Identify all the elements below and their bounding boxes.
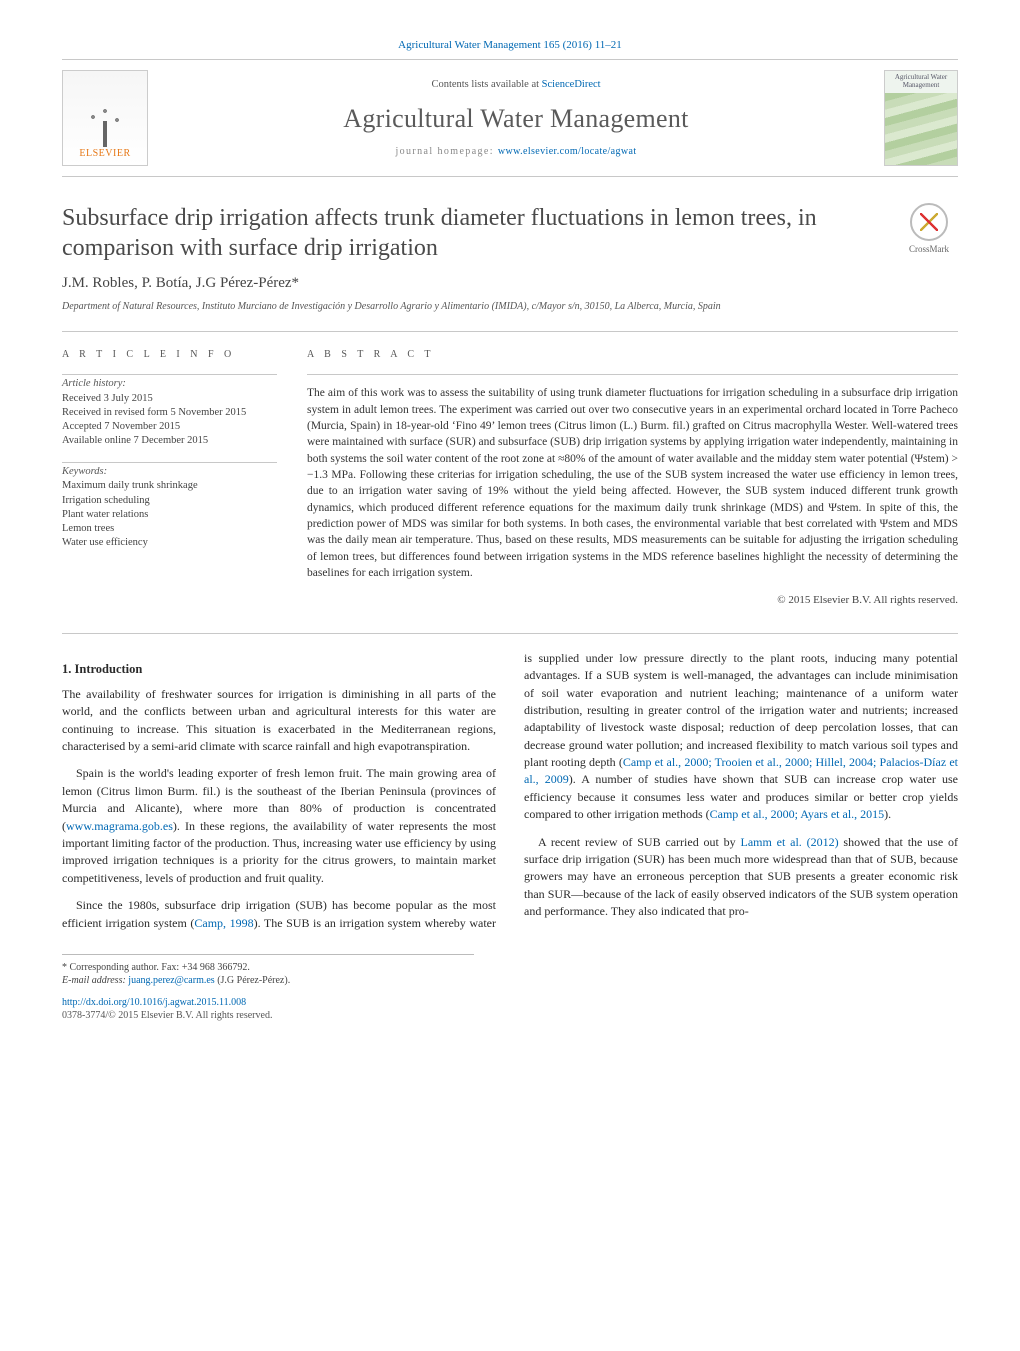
email-suffix: (J.G Pérez-Pérez).: [215, 975, 291, 986]
journal-homepage-link[interactable]: www.elsevier.com/locate/agwat: [498, 146, 637, 157]
journal-name: Agricultural Water Management: [148, 101, 884, 137]
journal-cover-thumbnail: Agricultural Water Management: [884, 70, 958, 166]
corresponding-author-line: * Corresponding author. Fax: +34 968 366…: [62, 961, 474, 975]
body-paragraph: Spain is the world's leading exporter of…: [62, 765, 496, 887]
journal-cover-art: [885, 93, 957, 166]
sciencedirect-link[interactable]: ScienceDirect: [542, 79, 601, 90]
body-paragraph: A recent review of SUB carried out by La…: [524, 834, 958, 921]
publisher-logo: ELSEVIER: [62, 70, 148, 166]
history-line: Accepted 7 November 2015: [62, 420, 277, 434]
citation-link[interactable]: Lamm et al. (2012): [741, 835, 839, 849]
article-history-label: Article history:: [62, 377, 277, 391]
keywords-label: Keywords:: [62, 465, 277, 479]
contents-prefix: Contents lists available at: [431, 79, 541, 90]
keyword: Lemon trees: [62, 522, 277, 536]
journal-homepage-line: journal homepage: www.elsevier.com/locat…: [148, 145, 884, 159]
keyword: Plant water relations: [62, 508, 277, 522]
keyword: Irrigation scheduling: [62, 494, 277, 508]
elsevier-tree-icon: [75, 87, 135, 147]
email-line: E-mail address: juang.perez@carm.es (J.G…: [62, 974, 474, 988]
homepage-prefix: journal homepage:: [395, 146, 497, 157]
magrama-link[interactable]: www.magrama.gob.es: [66, 819, 173, 833]
divider: [62, 462, 277, 463]
citation-link[interactable]: Camp et al., 2000; Ayars et al., 2015: [710, 807, 885, 821]
keyword: Water use efficiency: [62, 536, 277, 550]
divider: [62, 633, 958, 634]
article-title: Subsurface drip irrigation affects trunk…: [62, 203, 882, 263]
history-line: Received in revised form 5 November 2015: [62, 406, 277, 420]
authors-line: J.M. Robles, P. Botía, J.G Pérez-Pérez*: [62, 273, 958, 294]
article-info-heading: A R T I C L E I N F O: [62, 348, 277, 362]
history-line: Available online 7 December 2015: [62, 434, 277, 448]
abstract-text: The aim of this work was to assess the s…: [307, 385, 958, 581]
running-head-citation: Agricultural Water Management 165 (2016)…: [62, 38, 958, 53]
section-heading-introduction: 1. Introduction: [62, 660, 496, 678]
article-body: 1. Introduction The availability of fres…: [62, 650, 958, 932]
divider: [307, 374, 958, 375]
journal-cover-caption: Agricultural Water Management: [885, 71, 957, 92]
corresponding-email-link[interactable]: juang.perez@carm.es: [128, 975, 214, 986]
crossmark-label: CrossMark: [909, 243, 949, 256]
divider: [62, 374, 277, 375]
p4-a: A recent review of SUB carried out by: [538, 835, 741, 849]
abstract-column: A B S T R A C T The aim of this work was…: [307, 348, 958, 626]
crossmark-badge[interactable]: CrossMark: [900, 203, 958, 256]
email-label: E-mail address:: [62, 975, 128, 986]
article-info-column: A R T I C L E I N F O Article history: R…: [62, 348, 277, 626]
footnote-block: * Corresponding author. Fax: +34 968 366…: [62, 954, 474, 1023]
history-line: Received 3 July 2015: [62, 392, 277, 406]
p3-d: ).: [884, 807, 891, 821]
abstract-heading: A B S T R A C T: [307, 348, 958, 362]
doi-link[interactable]: http://dx.doi.org/10.1016/j.agwat.2015.1…: [62, 997, 246, 1008]
contents-available-line: Contents lists available at ScienceDirec…: [148, 78, 884, 93]
affiliation: Department of Natural Resources, Institu…: [62, 300, 958, 313]
journal-header: ELSEVIER Contents lists available at Sci…: [62, 59, 958, 177]
body-paragraph: The availability of freshwater sources f…: [62, 686, 496, 756]
issn-copyright-line: 0378-3774/© 2015 Elsevier B.V. All right…: [62, 1009, 474, 1023]
keyword: Maximum daily trunk shrinkage: [62, 479, 277, 493]
citation-link[interactable]: Camp, 1998: [194, 916, 253, 930]
publisher-logo-label: ELSEVIER: [79, 147, 130, 161]
abstract-copyright: © 2015 Elsevier B.V. All rights reserved…: [307, 593, 958, 608]
crossmark-icon: [910, 203, 948, 241]
